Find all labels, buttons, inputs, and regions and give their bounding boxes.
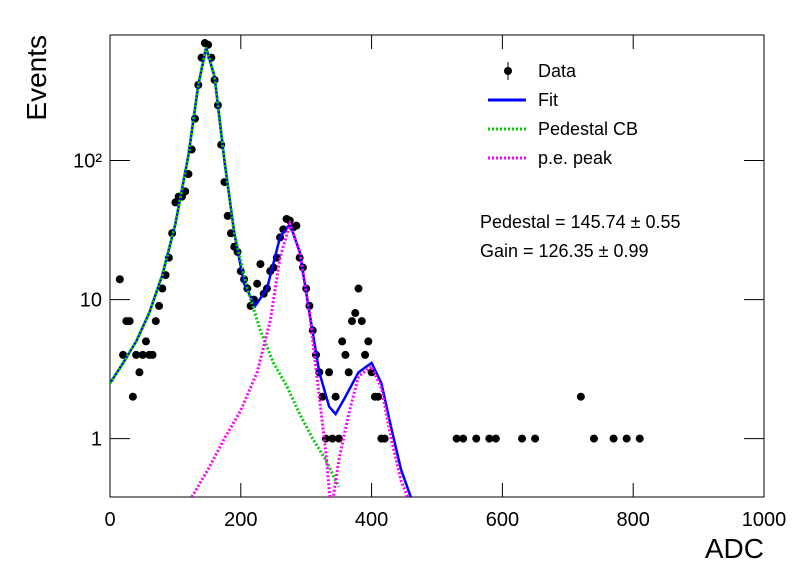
data-point [367, 368, 376, 377]
data-point [128, 392, 137, 401]
y-tick-label: 10² [73, 151, 102, 173]
data-point [635, 434, 644, 443]
data-point [351, 309, 360, 318]
data-point [380, 434, 389, 443]
data-point [135, 368, 144, 377]
data-point [485, 434, 494, 443]
data-point [141, 337, 150, 346]
data-point [491, 434, 500, 443]
data-point [151, 317, 160, 326]
data-point [253, 279, 262, 288]
plot-area [110, 39, 644, 497]
data-point [472, 434, 481, 443]
data-point [589, 434, 598, 443]
data-point [354, 284, 363, 293]
data-point [125, 317, 134, 326]
data-point [292, 221, 301, 230]
data-point [374, 392, 383, 401]
annotation: Pedestal = 145.74 ± 0.55 [480, 212, 681, 232]
data-point [622, 434, 631, 443]
data-point [609, 434, 618, 443]
x-tick-label: 0 [104, 509, 115, 531]
data-point [341, 350, 350, 359]
legend-label: Data [538, 61, 577, 81]
y-tick-label: 10 [80, 290, 102, 312]
x-tick-label: 800 [617, 509, 650, 531]
data-point [452, 434, 461, 443]
data-point [132, 350, 141, 359]
y-tick-label: 1 [91, 429, 102, 451]
fit-line [110, 47, 412, 497]
data-point [531, 434, 540, 443]
data-point [347, 317, 356, 326]
data-point [357, 317, 366, 326]
fit-line [110, 47, 341, 488]
data-point [119, 350, 128, 359]
x-tick-label: 200 [224, 509, 257, 531]
data-point [338, 337, 347, 346]
legend-label: p.e. peak [538, 148, 613, 168]
data-point [361, 350, 370, 359]
data-point [459, 434, 468, 443]
data-point [344, 368, 353, 377]
data-point [204, 40, 213, 49]
annotation: Gain = 126.35 ± 0.99 [480, 241, 649, 261]
legend-label: Fit [538, 90, 558, 110]
data-point [331, 392, 340, 401]
data-point [518, 434, 527, 443]
legend-marker [504, 67, 512, 75]
data-point [256, 260, 265, 269]
legend-label: Pedestal CB [538, 119, 638, 139]
data-point [364, 337, 373, 346]
data-point [328, 434, 337, 443]
data-point [223, 211, 232, 220]
data-point [148, 350, 157, 359]
data-point [576, 392, 585, 401]
data-point [158, 284, 167, 293]
data-point [325, 368, 334, 377]
y-axis-label: Events [21, 35, 52, 121]
x-tick-label: 1000 [742, 509, 787, 531]
x-tick-label: 400 [355, 509, 388, 531]
x-tick-label: 600 [486, 509, 519, 531]
fit-line [190, 218, 409, 497]
data-point [115, 275, 124, 284]
plot-frame [109, 34, 765, 498]
data-point [334, 434, 343, 443]
data-point [138, 350, 147, 359]
data-point [155, 301, 164, 310]
x-axis-label: ADC [705, 533, 764, 564]
